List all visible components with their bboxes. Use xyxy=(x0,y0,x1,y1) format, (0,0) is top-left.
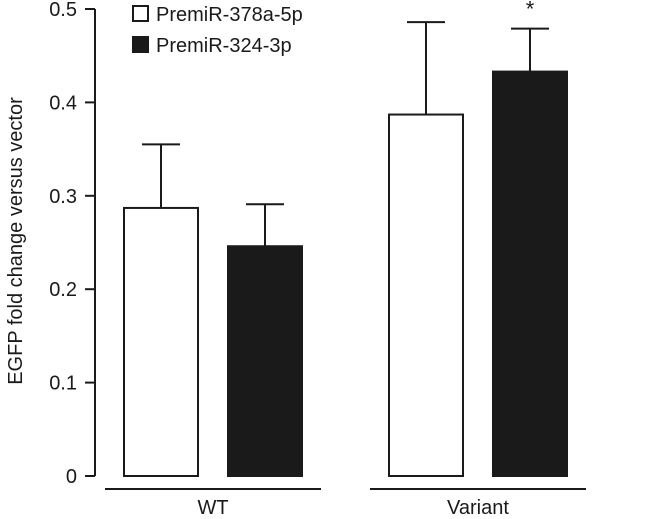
bar-variant-premir-324-3p xyxy=(492,70,568,477)
y-tick-label: 0 xyxy=(66,466,77,488)
legend: PremiR-378a-5p PremiR-324-3p xyxy=(132,4,303,57)
y-tick-label: 0.4 xyxy=(49,92,77,114)
y-tick-label: 0.5 xyxy=(49,0,77,21)
y-axis-title: EGFP fold change versus vector xyxy=(5,97,27,385)
bars-group: * xyxy=(123,0,568,478)
legend-swatch-premir-378a-5p xyxy=(132,5,149,22)
legend-label-premir-324-3p: PremiR-324-3p xyxy=(156,35,292,57)
bar-wt-premir-324-3p xyxy=(227,245,303,477)
y-tick-label: 0.3 xyxy=(49,186,77,208)
legend-swatch-premir-324-3p xyxy=(132,36,149,53)
category-label: Variant xyxy=(447,497,509,519)
category-label: WT xyxy=(197,497,228,519)
legend-label-premir-378a-5p: PremiR-378a-5p xyxy=(156,4,303,26)
y-tick-label: 0.2 xyxy=(49,279,77,301)
category-axis: WT Variant xyxy=(105,488,586,519)
y-tick-label: 0.1 xyxy=(49,373,77,395)
y-axis: 0 0.1 0.2 0.3 0.4 0.5 xyxy=(49,0,96,488)
bar-variant-premir-378a-5p xyxy=(388,113,464,478)
significance-marker: * xyxy=(526,0,535,22)
bar-wt-premir-378a-5p xyxy=(123,206,199,478)
